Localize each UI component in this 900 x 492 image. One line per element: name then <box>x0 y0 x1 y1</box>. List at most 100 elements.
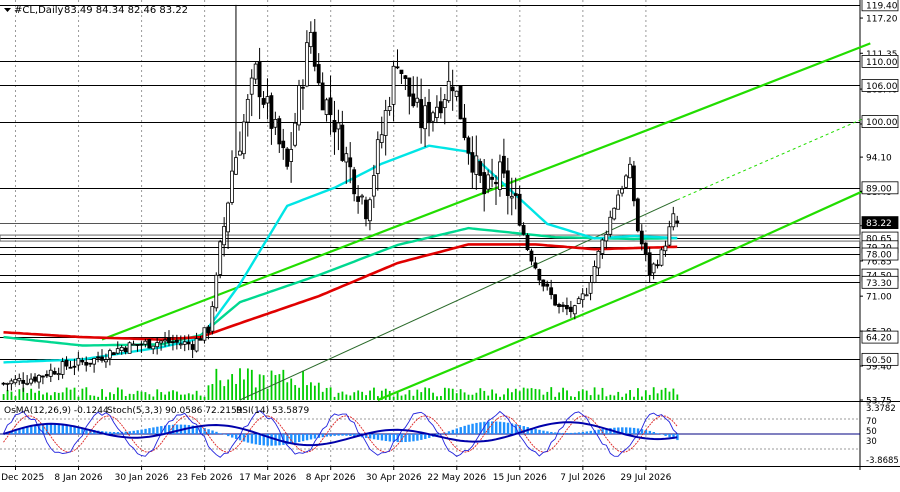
candle <box>152 346 155 354</box>
volume-bar <box>188 393 190 400</box>
osma-bar <box>578 432 580 434</box>
candle-body <box>294 123 297 145</box>
candle <box>577 296 580 304</box>
candle-body <box>546 284 549 286</box>
volume-bar <box>428 388 430 400</box>
level-tag-label: 106.00 <box>866 82 898 92</box>
candle <box>2 382 5 385</box>
volume-bar <box>290 379 292 400</box>
date-label: 30 Apr 2026 <box>366 473 422 483</box>
candle-body <box>124 348 127 352</box>
candle <box>246 94 249 137</box>
candle-body <box>81 360 84 362</box>
level-tag: 110.00 <box>862 55 898 68</box>
osma-bar <box>456 428 458 434</box>
candle <box>617 190 620 209</box>
osma-bar <box>310 434 312 439</box>
candle <box>439 87 442 118</box>
volume-bar <box>472 395 474 400</box>
candle <box>479 159 482 183</box>
osma-bar <box>345 434 347 436</box>
candle-body <box>569 307 572 311</box>
candle <box>380 117 383 149</box>
volume-bar <box>550 387 552 400</box>
candle-body <box>593 266 596 282</box>
candle <box>581 288 584 307</box>
candle-body <box>309 32 312 46</box>
volume-bar <box>535 389 537 400</box>
candle <box>77 352 80 371</box>
candle <box>361 194 364 205</box>
volume-bar <box>160 392 162 400</box>
candle <box>644 242 647 261</box>
volume-bar <box>609 395 611 400</box>
candle-body <box>37 375 40 382</box>
date-label: 29 Jul 2026 <box>620 473 671 483</box>
candle-body <box>479 162 482 176</box>
level-tag: 100.00 <box>862 116 898 129</box>
volume-bar <box>542 395 544 400</box>
volume-bar <box>479 388 481 400</box>
volume-bar <box>345 395 347 400</box>
date-label: 30 Jan 2026 <box>115 473 169 483</box>
dropdown-triangle-icon[interactable] <box>4 8 11 12</box>
candle <box>93 358 96 373</box>
candle-body <box>601 240 604 253</box>
candle <box>609 211 612 238</box>
volume-bar <box>227 380 229 400</box>
osma-bar <box>330 434 332 436</box>
volume-bar <box>432 393 434 400</box>
candle <box>89 363 92 367</box>
candle-body <box>357 197 360 202</box>
osma-bar <box>176 425 178 434</box>
volume-bar <box>617 392 619 400</box>
volume-bar <box>369 391 371 400</box>
candle-body <box>195 339 198 351</box>
candle-body <box>475 156 478 175</box>
candle-body <box>262 98 265 104</box>
osma-bar <box>408 434 410 442</box>
candle-body <box>404 76 407 79</box>
date-label: 23 Feb 2026 <box>177 473 233 483</box>
candle <box>262 91 265 108</box>
candle-body <box>183 342 186 345</box>
volume-bar <box>598 395 600 400</box>
volume-bar <box>357 390 359 400</box>
candle-body <box>581 294 584 300</box>
osma-bar <box>448 431 450 434</box>
candle-body <box>167 338 170 343</box>
candle-body <box>329 98 332 115</box>
osma-bar <box>554 432 556 434</box>
candle-body <box>116 349 119 354</box>
candle <box>34 373 37 383</box>
candle <box>428 89 431 136</box>
candle-body <box>140 344 143 345</box>
candle <box>305 30 308 87</box>
candle-body <box>554 295 557 305</box>
candle-body <box>621 189 624 193</box>
candle <box>282 129 285 160</box>
osma-bar <box>211 430 213 434</box>
candle-body <box>392 66 395 104</box>
osma-bar <box>566 433 568 434</box>
candle <box>6 383 9 391</box>
candle-body <box>120 347 123 350</box>
candle <box>672 207 675 231</box>
candle-body <box>349 158 352 167</box>
volume-bar <box>282 370 284 400</box>
volume-bar <box>476 393 478 400</box>
candle-body <box>231 171 234 202</box>
osma-bar <box>412 434 414 441</box>
candle <box>242 114 245 159</box>
candle <box>238 131 241 155</box>
candle <box>215 272 218 311</box>
candle-body <box>274 119 277 127</box>
volume-bar <box>373 388 375 400</box>
candle <box>621 186 624 197</box>
candle <box>668 221 671 246</box>
volume-bar <box>164 395 166 400</box>
volume-bar <box>200 396 202 400</box>
volume-bar <box>137 391 139 400</box>
candle <box>443 94 446 124</box>
